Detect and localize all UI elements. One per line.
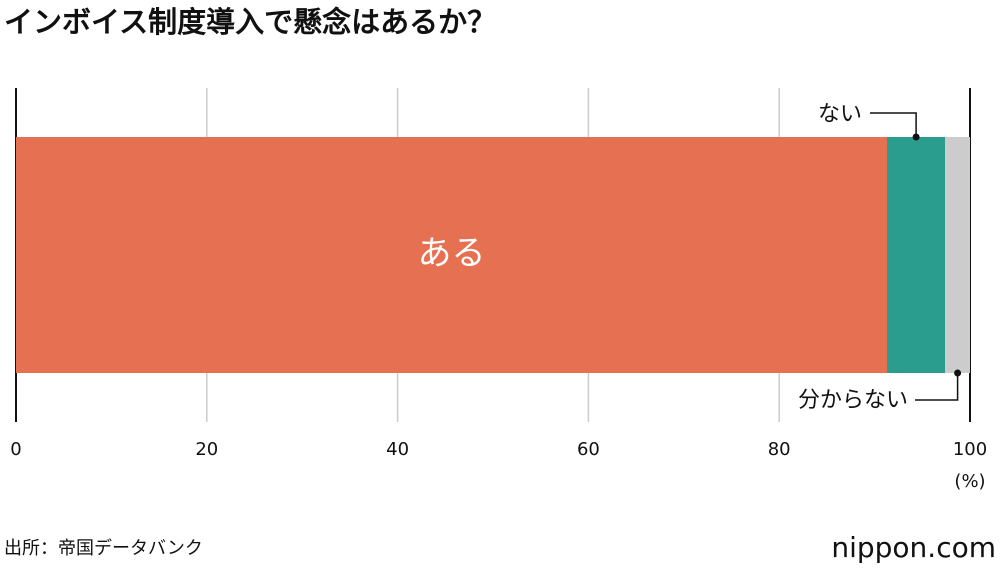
segment-label: 分からない (798, 388, 908, 413)
x-tick-label: 40 (386, 439, 409, 460)
x-tick-label: 80 (768, 439, 791, 460)
x-tick-label: 20 (195, 439, 218, 460)
bar-segment (16, 137, 888, 373)
leader-line (915, 373, 959, 401)
source: 出所：帝国データバンク (4, 538, 203, 559)
segment-label: ない (818, 102, 862, 127)
bar-segment (887, 137, 946, 373)
x-tick-label: 60 (577, 439, 600, 460)
leader-line (870, 112, 917, 137)
segment-label: ある (418, 234, 486, 274)
logo: nippon.com (831, 531, 996, 564)
chart-title: インボイス制度導入で懸念はあるか？ (4, 5, 496, 39)
axis-unit: (%) (954, 471, 985, 492)
x-tick-label: 0 (10, 439, 21, 460)
x-tick-label: 100 (953, 439, 987, 460)
bar-segment (945, 137, 970, 373)
